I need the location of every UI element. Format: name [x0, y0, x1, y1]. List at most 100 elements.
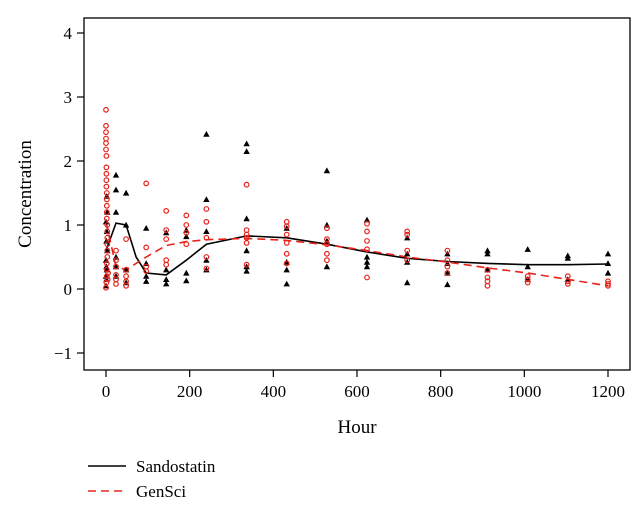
point-gensci	[113, 263, 119, 270]
legend-label-sandostatin: Sandostatin	[136, 457, 216, 476]
point-sandostatin	[163, 280, 170, 287]
point-gensci	[283, 223, 290, 230]
point-gensci	[283, 260, 290, 267]
point-gensci	[103, 122, 109, 129]
point-sandostatin	[363, 263, 371, 270]
point-gensci	[103, 177, 110, 184]
point-gensci	[103, 129, 109, 136]
point-sandostatin	[283, 266, 290, 273]
point-gensci	[163, 207, 170, 214]
point-sandostatin	[122, 189, 130, 196]
point-sandostatin	[404, 258, 411, 265]
legend: Sandostatin GenSci	[88, 457, 216, 501]
point-sandostatin	[183, 277, 190, 284]
point-gensci	[283, 239, 290, 246]
point-gensci	[103, 209, 110, 216]
point-gensci	[444, 263, 451, 270]
point-sandostatin	[604, 250, 612, 257]
point-gensci	[243, 239, 250, 246]
point-gensci	[524, 279, 531, 286]
data-points	[102, 106, 612, 291]
point-gensci	[324, 241, 330, 248]
point-sandostatin	[203, 228, 210, 234]
point-gensci	[404, 257, 411, 264]
y-tick-label: 4	[64, 24, 73, 43]
point-sandostatin	[404, 279, 411, 286]
point-sandostatin	[203, 130, 210, 137]
point-gensci	[324, 257, 330, 264]
y-tick-label: 1	[64, 216, 73, 235]
axis-ticks: 0 200 400 600 800 1000 1200 −1 0 1 2 3 4	[54, 24, 625, 401]
point-gensci	[113, 281, 119, 287]
point-gensci	[283, 231, 290, 238]
point-gensci	[143, 244, 150, 251]
point-sandostatin	[363, 253, 371, 260]
point-gensci	[404, 228, 411, 235]
point-gensci	[163, 227, 170, 234]
point-gensci	[103, 260, 110, 267]
point-gensci	[243, 261, 250, 268]
point-sandostatin	[484, 247, 491, 254]
x-tick-label: 800	[428, 382, 454, 401]
point-sandostatin	[444, 281, 451, 288]
point-gensci	[103, 273, 110, 280]
point-sandostatin	[163, 266, 170, 273]
x-tick-label: 1000	[507, 382, 541, 401]
point-gensci	[103, 284, 109, 291]
legend-label-gensci: GenSci	[136, 482, 186, 501]
point-gensci	[113, 257, 119, 264]
point-gensci	[163, 236, 170, 243]
point-gensci	[103, 164, 110, 171]
y-tick-label: 0	[64, 280, 73, 299]
point-gensci	[183, 229, 190, 236]
point-gensci	[103, 170, 110, 177]
point-gensci	[203, 206, 210, 212]
point-gensci	[404, 247, 411, 254]
point-sandostatin	[283, 258, 290, 265]
point-sandostatin	[143, 225, 150, 231]
point-sandostatin	[604, 260, 612, 266]
point-gensci	[484, 266, 491, 273]
y-axis-title: Concentration	[15, 140, 36, 248]
point-sandostatin	[283, 280, 290, 287]
point-gensci	[113, 247, 119, 254]
point-gensci	[484, 282, 491, 289]
point-sandostatin	[183, 233, 190, 240]
point-gensci	[104, 222, 111, 228]
point-gensci	[103, 152, 110, 159]
point-gensci	[103, 183, 110, 190]
point-gensci	[444, 257, 451, 264]
point-sandostatin	[243, 215, 250, 222]
point-sandostatin	[243, 140, 250, 147]
point-gensci	[183, 222, 190, 228]
point-gensci	[324, 250, 330, 257]
point-sandostatin	[112, 171, 120, 178]
point-gensci	[104, 254, 111, 260]
point-sandostatin	[283, 225, 290, 231]
y-tick-label: 2	[64, 152, 73, 171]
y-tick-label: −1	[54, 344, 72, 363]
point-gensci	[524, 273, 531, 280]
x-axis-title: Hour	[337, 417, 377, 438]
curve-sandostatin	[105, 222, 609, 276]
x-tick-label: 1200	[591, 382, 625, 401]
point-gensci	[104, 234, 111, 241]
point-gensci	[123, 282, 129, 289]
y-tick-label: 3	[64, 88, 73, 107]
point-sandostatin	[484, 250, 491, 257]
point-gensci	[123, 273, 129, 280]
point-gensci	[104, 228, 111, 235]
point-gensci	[103, 202, 110, 209]
point-gensci	[103, 266, 110, 273]
point-sandostatin	[143, 273, 150, 279]
point-gensci	[364, 220, 370, 227]
plot-frame	[83, 17, 631, 371]
point-sandostatin	[203, 266, 210, 273]
point-gensci	[183, 241, 190, 248]
point-gensci	[103, 146, 109, 153]
point-gensci	[105, 270, 111, 276]
point-sandostatin	[243, 267, 250, 274]
point-gensci	[103, 196, 110, 203]
x-tick-label: 400	[261, 382, 287, 401]
